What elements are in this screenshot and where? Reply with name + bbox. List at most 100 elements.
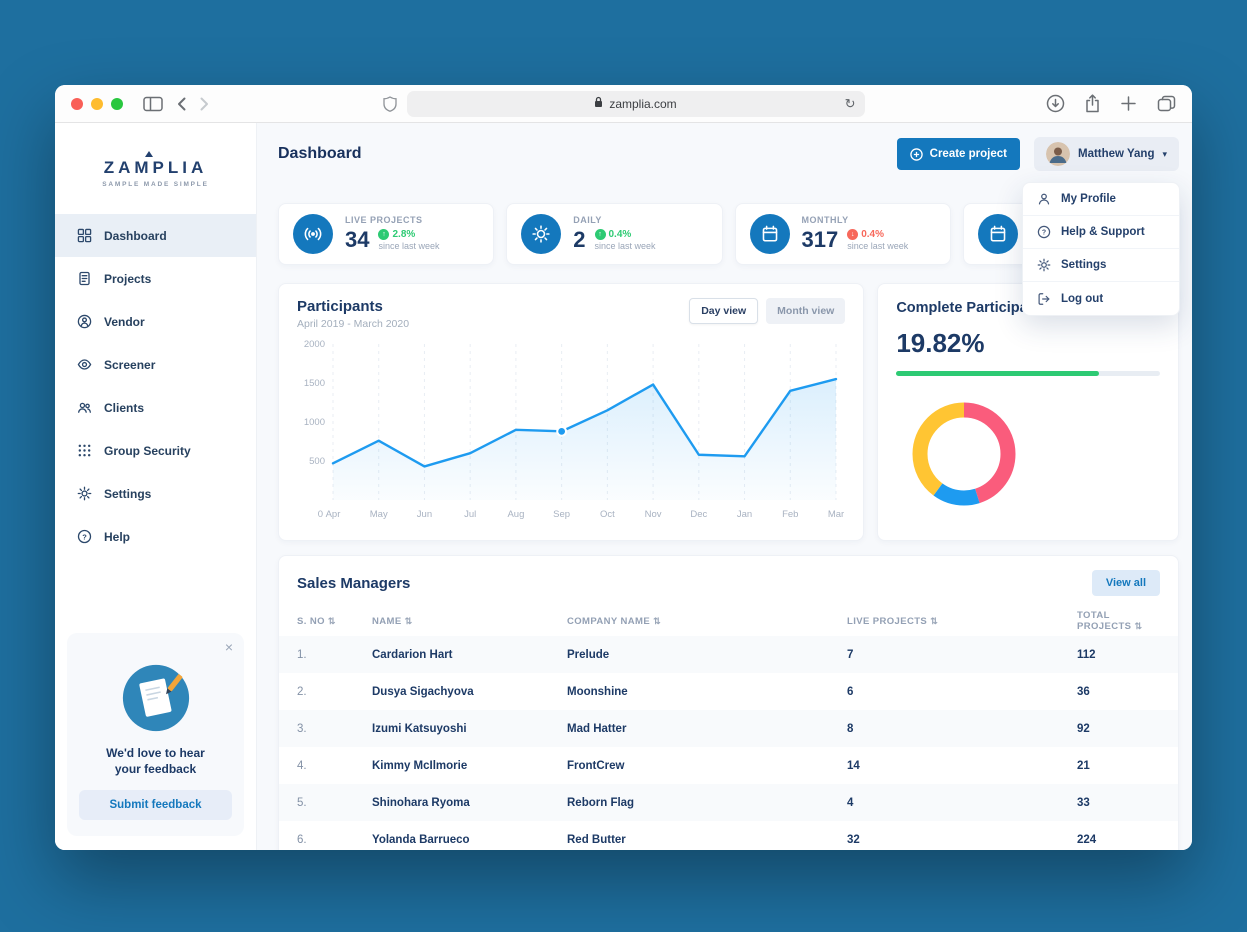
sort-icon[interactable]: ⇅ (404, 615, 413, 626)
stat-caption: since last week (847, 241, 909, 251)
column-header-company-name[interactable]: COMPANY NAME ⇅ (567, 615, 662, 627)
new-tab-icon[interactable] (1120, 95, 1137, 112)
sun-icon (521, 214, 562, 254)
create-project-button[interactable]: Create project (896, 138, 1020, 170)
table-row[interactable]: 4. Kimmy McIlmorie FrontCrew 14 21 (279, 747, 1178, 784)
settings-icon (1037, 258, 1051, 272)
cell-name: Cardarion Hart (372, 648, 453, 661)
view-all-button[interactable]: View all (1091, 570, 1160, 596)
stat-caption: since last week (594, 241, 656, 251)
question-icon: ? (1037, 225, 1051, 239)
projects-icon (77, 271, 92, 286)
sort-icon[interactable]: ⇅ (930, 615, 939, 626)
participants-title: Participants (297, 298, 383, 315)
sidebar-item-clients[interactable]: Clients (55, 386, 256, 429)
svg-text:Nov: Nov (645, 509, 662, 520)
feedback-card: × (67, 632, 244, 836)
svg-text:Mar: Mar (828, 509, 844, 520)
menu-item-settings[interactable]: Settings (1023, 249, 1179, 282)
cell-sno: 4. (297, 759, 307, 772)
stat-value: 317 (801, 227, 839, 252)
svg-text:500: 500 (309, 456, 325, 467)
table-row[interactable]: 6. Yolanda Barrueco Red Butter 32 224 (279, 821, 1178, 850)
page-header: Dashboard Create project Matthew Yang ▾ (278, 137, 1179, 171)
logo: ZAMPLIA SAMPLE MADE SIMPLE (55, 123, 256, 208)
sidebar-item-screener[interactable]: Screener (55, 343, 256, 386)
cell-sno: 5. (297, 796, 307, 809)
column-header-s-no[interactable]: S. NO ⇅ (297, 615, 336, 627)
avatar (1046, 142, 1070, 166)
table-row[interactable]: 3. Izumi Katsuyoshi Mad Hatter 8 92 (279, 710, 1178, 747)
stat-card-daily: DAILY 2 ↑ 0.4% since last week (506, 203, 723, 265)
address-bar[interactable]: zamplia.com ↻ (406, 90, 865, 117)
chevron-down-icon: ▾ (1162, 148, 1167, 159)
cell-company: Mad Hatter (567, 722, 627, 735)
stat-caption: since last week (378, 241, 440, 251)
sidebar-item-label: Settings (104, 486, 152, 501)
menu-item-help-support[interactable]: ? Help & Support (1023, 216, 1179, 249)
stat-change: ↑ 0.4% (594, 229, 656, 240)
arrow-up-icon: ↑ (378, 229, 390, 240)
privacy-shield-icon[interactable] (382, 95, 397, 112)
cell-live-projects: 7 (847, 648, 854, 661)
completion-card: Complete Participant Rate 19.82% (877, 283, 1179, 541)
back-button[interactable] (177, 97, 186, 111)
downloads-icon[interactable] (1046, 94, 1065, 113)
share-icon[interactable] (1085, 94, 1100, 113)
menu-item-label: My Profile (1061, 193, 1116, 205)
cell-total-projects: 92 (1077, 722, 1090, 735)
column-header-live-projects[interactable]: LIVE PROJECTS ⇅ (847, 615, 939, 627)
sidebar-item-dashboard[interactable]: Dashboard (55, 214, 256, 257)
zoom-window-button[interactable] (111, 97, 123, 110)
settings-icon (77, 486, 92, 501)
svg-text:?: ? (1042, 230, 1046, 237)
cell-sno: 1. (297, 648, 307, 661)
sidebar-item-projects[interactable]: Projects (55, 257, 256, 300)
screener-icon (77, 357, 92, 372)
sidebar-item-vendor[interactable]: Vendor (55, 300, 256, 343)
sidebar-toggle-icon[interactable] (143, 96, 163, 112)
sidebar-item-label: Dashboard (104, 228, 167, 243)
refresh-icon[interactable]: ↻ (844, 96, 856, 111)
table-row[interactable]: 1. Cardarion Hart Prelude 7 112 (279, 636, 1178, 673)
svg-text:?: ? (82, 532, 87, 541)
cell-company: Red Butter (567, 833, 626, 846)
svg-text:0: 0 (318, 509, 323, 520)
completion-progress-bar (896, 371, 1160, 376)
sidebar-item-help[interactable]: ? Help (55, 515, 256, 558)
table-row[interactable]: 5. Shinohara Ryoma Reborn Flag 4 33 (279, 784, 1178, 821)
sort-icon[interactable]: ⇅ (1134, 621, 1143, 631)
calendar-icon (749, 214, 790, 254)
cell-sno: 2. (297, 685, 307, 698)
participants-line-chart: 500 1000 1500 2000 0 Apr May Jun Jul Aug Sep Oct Nov… (304, 339, 844, 520)
sort-icon[interactable]: ⇅ (327, 615, 336, 626)
cell-sno: 6. (297, 833, 307, 846)
main-area: Dashboard Create project Matthew Yang ▾ … (257, 123, 1192, 850)
submit-feedback-button[interactable]: Submit feedback (79, 790, 232, 820)
minimize-window-button[interactable] (91, 97, 103, 110)
forward-button[interactable] (200, 97, 209, 111)
sidebar-item-settings[interactable]: Settings (55, 472, 256, 515)
sidebar-item-label: Vendor (104, 314, 145, 329)
sort-icon[interactable]: ⇅ (653, 615, 662, 626)
group-security-icon (77, 443, 92, 458)
menu-item-my-profile[interactable]: My Profile (1023, 183, 1179, 216)
cell-name: Izumi Katsuyoshi (372, 722, 467, 735)
menu-item-log-out[interactable]: Log out (1023, 282, 1179, 315)
month-view-button[interactable]: Month view (766, 298, 846, 324)
table-body: 1. Cardarion Hart Prelude 7 112 2. Dusya Sigac… (279, 636, 1178, 850)
column-header-total-projects[interactable]: TOTAL PROJECTS ⇅ (1077, 610, 1143, 632)
user-menu-button[interactable]: Matthew Yang ▾ (1034, 137, 1179, 171)
day-view-button[interactable]: Day view (689, 298, 759, 324)
tab-overview-icon[interactable] (1157, 95, 1176, 112)
close-window-button[interactable] (71, 97, 83, 110)
column-header-name[interactable]: NAME ⇅ (372, 615, 413, 627)
close-icon[interactable]: × (224, 638, 233, 655)
cell-total-projects: 33 (1077, 796, 1090, 809)
sidebar-item-group-security[interactable]: Group Security (55, 429, 256, 472)
stat-change: ↓ 0.4% (847, 229, 908, 240)
table-header: S. NO ⇅ NAME ⇅ COMPANY NAME ⇅ LIVE PROJECTS… (279, 606, 1178, 636)
cell-live-projects: 14 (847, 759, 860, 772)
table-row[interactable]: 2. Dusya Sigachyova Moonshine 6 36 (279, 673, 1178, 710)
svg-text:Jan: Jan (737, 509, 752, 520)
